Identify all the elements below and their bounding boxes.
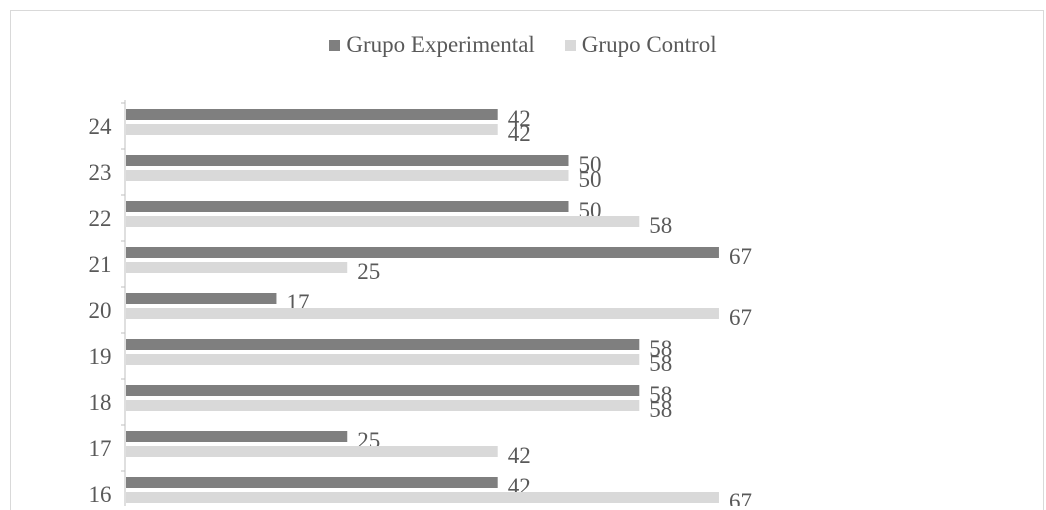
legend-item-experimental: Grupo Experimental xyxy=(329,32,535,58)
data-label-experimental-18: 58 xyxy=(649,382,672,407)
y-tick-label-24: 24 xyxy=(89,114,113,139)
legend-label-control: Grupo Control xyxy=(581,32,717,57)
data-label-control-22: 58 xyxy=(649,213,672,238)
bar-experimental-18 xyxy=(126,385,640,396)
bar-experimental-19 xyxy=(126,339,640,350)
data-label-control-19: 58 xyxy=(649,351,672,376)
y-tick-label-17: 17 xyxy=(89,436,112,461)
legend-swatch-control xyxy=(564,39,576,51)
bar-experimental-20 xyxy=(126,293,277,304)
data-label-control-18: 58 xyxy=(649,397,672,422)
bar-control-23 xyxy=(126,170,569,181)
y-tick-label-20: 20 xyxy=(89,298,112,323)
data-label-experimental-24: 42 xyxy=(508,106,531,131)
bar-control-20 xyxy=(126,308,719,319)
data-label-experimental-19: 58 xyxy=(649,336,672,361)
data-label-experimental-21: 67 xyxy=(729,244,752,269)
y-tick-label-21: 21 xyxy=(89,252,112,277)
bar-experimental-24 xyxy=(126,109,498,120)
data-label-control-23: 50 xyxy=(579,167,602,192)
data-label-control-21: 25 xyxy=(357,259,380,284)
bar-control-17 xyxy=(126,446,498,457)
bar-experimental-23 xyxy=(126,155,569,166)
y-tick-label-23: 23 xyxy=(89,160,112,185)
bar-control-18 xyxy=(126,400,640,411)
bar-experimental-16 xyxy=(126,477,498,488)
bar-control-19 xyxy=(126,354,640,365)
data-label-control-20: 67 xyxy=(729,305,752,330)
bar-control-22 xyxy=(126,216,640,227)
bar-experimental-17 xyxy=(126,431,348,442)
bar-control-24 xyxy=(126,124,498,135)
y-tick-label-19: 19 xyxy=(89,344,112,369)
data-label-experimental-23: 50 xyxy=(579,152,602,177)
chart-frame xyxy=(10,10,1044,510)
y-tick-label-18: 18 xyxy=(89,390,112,415)
legend: Grupo Experimental Grupo Control xyxy=(0,30,1046,60)
y-tick-label-16: 16 xyxy=(89,482,112,506)
data-label-control-16: 67 xyxy=(729,489,752,506)
data-label-control-24: 42 xyxy=(508,121,531,146)
bar-control-16 xyxy=(126,492,719,503)
legend-label-experimental: Grupo Experimental xyxy=(346,32,535,57)
bar-experimental-21 xyxy=(126,247,719,258)
y-tick-label-22: 22 xyxy=(89,206,112,231)
bar-control-21 xyxy=(126,262,348,273)
legend-swatch-experimental xyxy=(329,39,341,51)
legend-item-control: Grupo Control xyxy=(564,32,717,58)
data-label-control-17: 42 xyxy=(508,443,531,468)
bar-experimental-22 xyxy=(126,201,569,212)
